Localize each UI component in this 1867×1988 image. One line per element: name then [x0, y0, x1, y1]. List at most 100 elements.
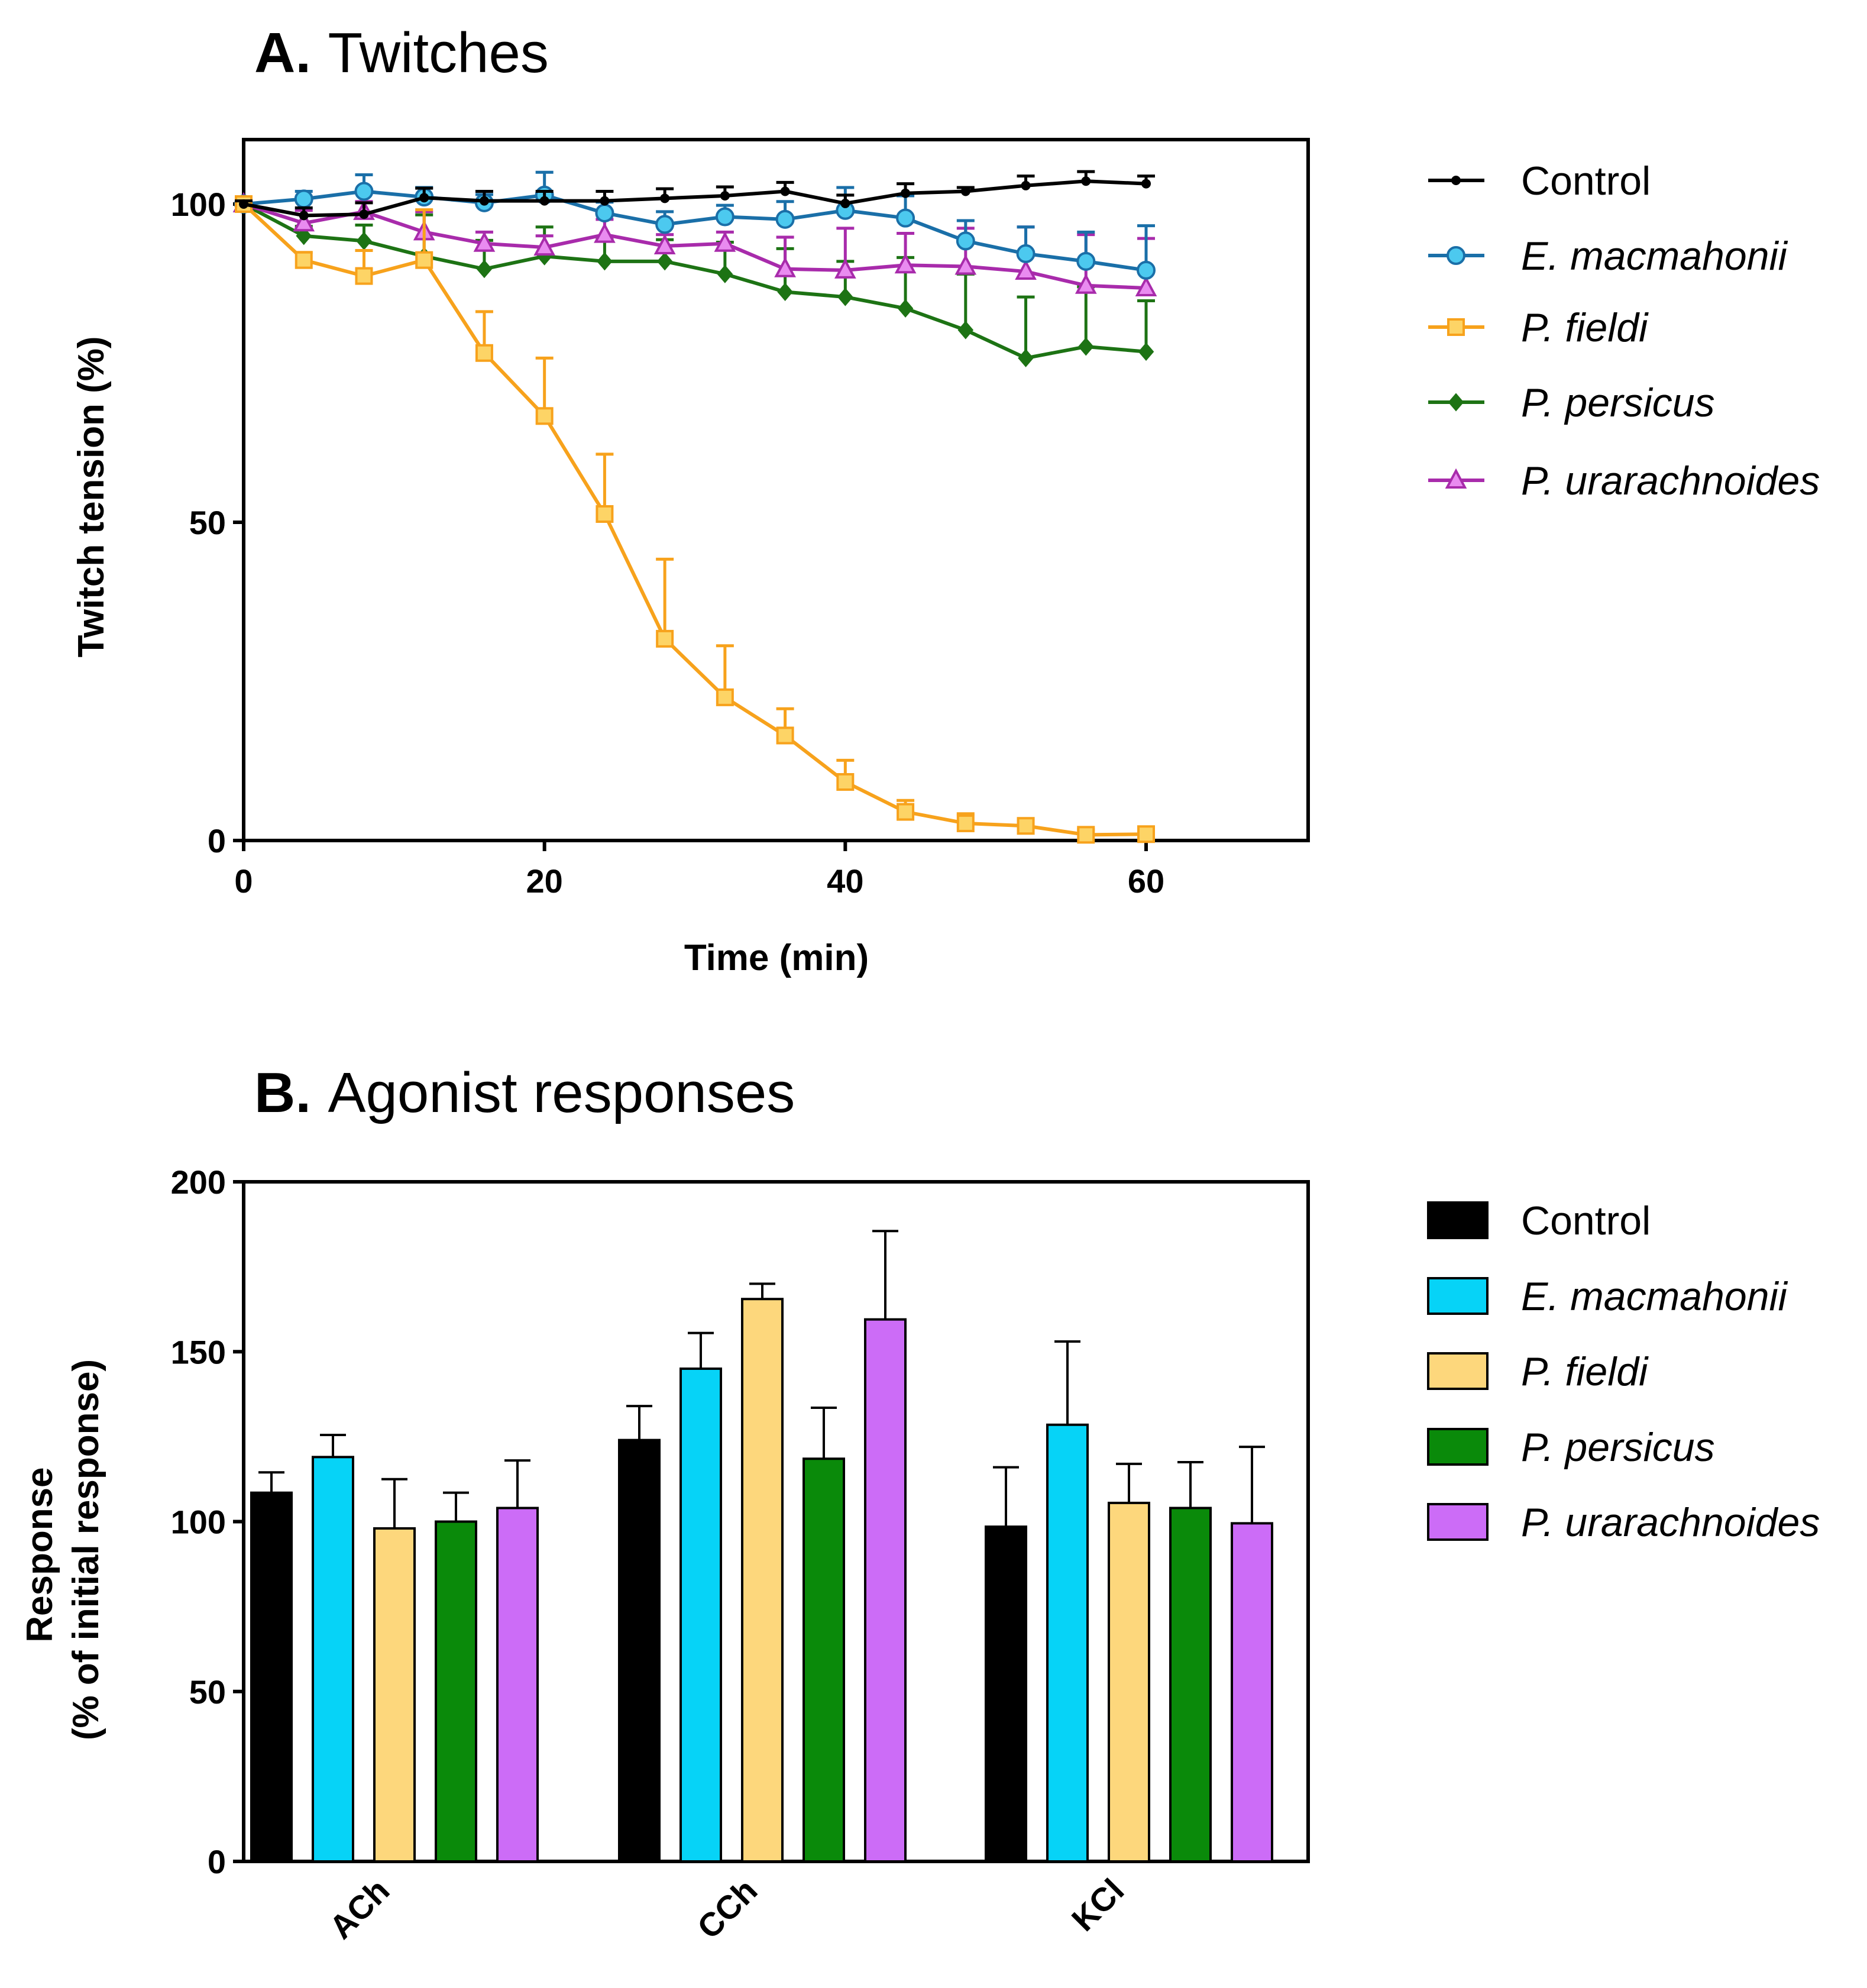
data-point — [1015, 259, 1037, 280]
data-point — [596, 505, 614, 523]
panel-a-y-tick-label: 0 — [208, 822, 226, 859]
panel-b-title: B. Agonist responses — [254, 1061, 795, 1124]
panel-a-x-axis-label: Time (min) — [684, 938, 869, 978]
data-point — [296, 227, 312, 245]
data-point — [956, 814, 975, 832]
data-point — [533, 235, 556, 256]
bar-p-fieldi — [1108, 1501, 1150, 1863]
data-point — [896, 208, 915, 228]
panel-a-letter: A. — [254, 21, 311, 85]
data-point — [897, 803, 915, 821]
panel-b-y-axis-label-line2: (% of initial response) — [66, 1359, 106, 1740]
data-point — [1018, 348, 1034, 367]
data-point — [600, 196, 610, 206]
data-point — [715, 207, 734, 227]
panel-b-legend: Control E. macmahonii P. fieldi P. persicus… — [1427, 1198, 1820, 1545]
series-p-fieldi — [235, 195, 1155, 844]
data-point — [840, 198, 850, 208]
legend-label: Control — [1521, 159, 1651, 203]
legend-marker — [1447, 318, 1465, 336]
data-point — [717, 264, 733, 283]
data-point — [655, 215, 675, 234]
data-point — [419, 193, 429, 203]
x-category-label: ACh — [322, 1871, 397, 1946]
panel-b-y-tick-label: 0 — [208, 1843, 226, 1880]
series-line — [242, 202, 1147, 837]
legend-label: E. macmahonii — [1521, 1274, 1788, 1319]
series-line — [242, 202, 1147, 360]
data-point — [356, 231, 372, 250]
panel-a-x-tick-label: 40 — [827, 862, 863, 900]
bar-p-persicus — [803, 1457, 845, 1863]
legend-swatch — [1427, 1352, 1489, 1390]
data-point — [774, 257, 796, 277]
panel-a-title: A. Twitches — [254, 21, 549, 85]
bar-p-persicus — [435, 1520, 477, 1863]
series-line — [243, 189, 1147, 272]
series-line — [243, 202, 1147, 290]
data-point — [354, 182, 374, 201]
data-point — [960, 186, 970, 196]
data-point — [594, 222, 616, 243]
x-category-label: CCh — [690, 1871, 765, 1946]
bar-p-persicus — [1169, 1507, 1212, 1863]
data-point — [479, 196, 489, 206]
panel-b-bar-chart: 0 50 100 150 200 ACh CCh KCl — [171, 1163, 1310, 1946]
bar-p-urarachnoides — [864, 1318, 907, 1863]
data-point — [954, 254, 977, 275]
data-point — [539, 196, 549, 206]
data-point — [1081, 176, 1091, 186]
data-point — [1077, 826, 1095, 844]
bar-group-ach — [250, 1434, 539, 1863]
data-point — [239, 199, 248, 209]
legend-swatch — [1427, 1428, 1489, 1466]
data-point — [299, 211, 309, 221]
data-point — [660, 193, 670, 203]
data-point — [1076, 251, 1096, 271]
bar-e-macmahonii — [680, 1367, 722, 1863]
panel-b-y-axis-label: Response (% of initial response) — [20, 1359, 106, 1740]
panel-b-y-tick-label: 100 — [171, 1504, 226, 1541]
data-point — [901, 188, 911, 198]
data-point — [475, 344, 493, 362]
legend-label: P. fieldi — [1521, 305, 1649, 350]
data-point — [834, 258, 856, 279]
bar-p-fieldi — [373, 1527, 416, 1863]
bar-group-cch — [618, 1230, 907, 1863]
legend-label: P. urarachnoides — [1521, 458, 1820, 503]
legend-label: Control — [1521, 1198, 1651, 1243]
data-point — [476, 260, 493, 279]
data-point — [653, 234, 676, 255]
bar-p-fieldi — [741, 1298, 784, 1863]
data-point — [597, 252, 613, 271]
bar-p-urarachnoides — [1231, 1522, 1273, 1863]
panel-a-y-tick-label: 50 — [189, 504, 226, 541]
data-point — [1078, 337, 1094, 356]
legend-marker — [1451, 176, 1461, 185]
data-point — [780, 186, 790, 196]
data-point — [294, 189, 313, 209]
panel-a-title-text: Twitches — [328, 21, 548, 85]
data-point — [720, 191, 730, 201]
bar-group-kcl — [985, 1340, 1273, 1863]
legend-label: E. macmahonii — [1521, 234, 1788, 279]
panel-a-x-tick-label: 60 — [1128, 862, 1164, 900]
panel-a-line-chart: 0 20 40 60 0 50 100 — [171, 138, 1310, 900]
data-point — [777, 282, 793, 302]
data-point — [656, 252, 673, 271]
panel-b-y-tick-label: 150 — [171, 1333, 226, 1370]
data-point — [656, 629, 674, 648]
data-point — [359, 209, 369, 219]
bar-control — [618, 1439, 661, 1863]
data-point — [897, 299, 914, 318]
data-point — [956, 231, 975, 251]
data-point — [957, 321, 974, 340]
legend-label: P. persicus — [1521, 1425, 1715, 1470]
panel-b-y-tick-label: 50 — [189, 1673, 226, 1711]
panel-a-x-tick-label: 0 — [234, 862, 253, 900]
data-point — [293, 211, 315, 232]
legend-marker — [1447, 246, 1465, 265]
data-point — [1137, 260, 1156, 280]
data-point — [295, 251, 313, 269]
